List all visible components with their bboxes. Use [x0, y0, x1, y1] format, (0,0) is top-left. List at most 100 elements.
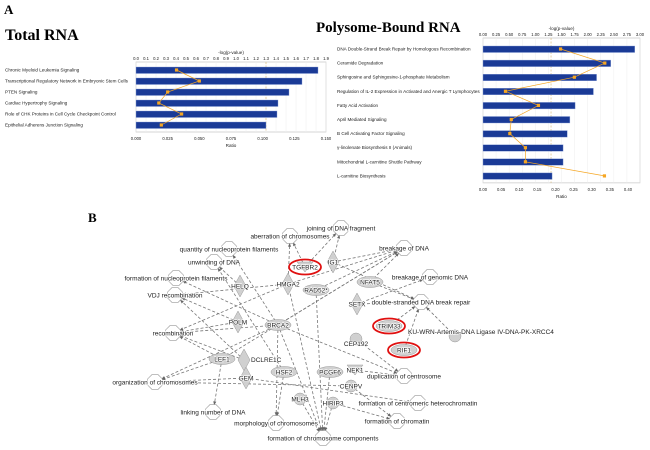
ratio-point	[572, 75, 576, 79]
edge-arrowhead	[386, 416, 391, 420]
top-tick-label: 0.3	[163, 56, 169, 61]
bar	[482, 144, 564, 152]
function-node-icon	[389, 413, 405, 429]
pathway-label: Regulation of IL-2 Expression in Activat…	[337, 89, 480, 94]
relationship-edge	[175, 277, 279, 326]
function-label: formation of chromatin	[365, 419, 430, 426]
edge-arrowhead	[319, 427, 323, 432]
highlight-ring	[387, 341, 421, 359]
relationship-edge	[277, 324, 324, 439]
relationship-edge	[275, 324, 279, 424]
gene-label: RAD52*	[304, 288, 328, 295]
top-tick-label: 0.4	[173, 56, 179, 61]
function-label: recombination	[153, 331, 194, 338]
function-label: unwinding of DNA	[188, 260, 241, 267]
function-label: VDJ recombination	[148, 293, 203, 300]
ratio-tick-label: 0.30	[588, 187, 597, 192]
ratio-tick-label: 0.10	[515, 187, 524, 192]
bar	[135, 77, 303, 85]
ratio-tick-label: 0.00	[479, 187, 488, 192]
edge-arrowhead	[287, 242, 292, 247]
panel-label-b: B	[88, 210, 97, 225]
top-tick-label: 0.25	[492, 32, 501, 37]
function-label: morphology of chromosomes	[234, 421, 319, 428]
relationship-edge	[322, 371, 331, 439]
function-node-icon	[396, 368, 412, 384]
ratio-axis-label: Ratio	[226, 143, 237, 148]
top-tick-label: 1.75	[571, 32, 580, 37]
edge-arrowhead	[411, 306, 416, 310]
function-label: quantity of nucleoprotein filaments	[180, 247, 279, 254]
gene-node-icon	[264, 319, 292, 331]
ratio-point	[503, 89, 508, 93]
relationship-edge	[154, 358, 223, 383]
highlight-ring	[372, 317, 406, 335]
ratio-tick-label: 0.025	[162, 136, 173, 141]
gene-node-icon	[346, 364, 364, 376]
edge-arrowhead	[232, 254, 237, 259]
function-label: linking number of DNA	[180, 410, 246, 417]
edge-arrowhead	[395, 252, 400, 257]
top-tick-label: 0.8	[213, 56, 219, 61]
gene-label: HMGA2	[276, 282, 300, 289]
relationship-edge	[154, 377, 247, 383]
pathway-label: Mitochondrial L-carnitine Shuttle Pathwa…	[337, 159, 422, 164]
relationship-edge	[174, 294, 239, 323]
function-node-icon	[206, 254, 222, 270]
relationship-edge	[332, 402, 398, 422]
top-tick-label: 0.7	[203, 56, 209, 61]
function-label: breakage of DNA	[379, 246, 430, 253]
pathway-label: Transcriptional Regulatory Network in Em…	[5, 79, 129, 84]
bar	[482, 88, 594, 96]
top-tick-label: 1.5	[283, 56, 289, 61]
bar	[135, 88, 290, 96]
edge-arrowhead	[219, 266, 223, 271]
function-label: double-stranded DNA break repair	[372, 300, 471, 307]
gene-label: GEM	[239, 376, 254, 383]
relationship-edge	[287, 247, 405, 285]
ratio-tick-label: 0.20	[551, 187, 560, 192]
gene-label: IG1	[328, 260, 339, 267]
gene-node-icon	[293, 392, 307, 406]
top-axis-label: -log(p-value)	[549, 26, 575, 31]
relationship-edge	[315, 289, 324, 439]
pathway-label: Cardiac Hypertrophy Signaling	[5, 101, 68, 106]
relationship-edge	[275, 371, 285, 424]
gene-node-icon	[326, 250, 340, 274]
edge-arrowhead	[180, 299, 184, 304]
gene-label: POLM	[229, 320, 247, 327]
top-tick-label: 3.00	[636, 32, 645, 37]
function-node-icon	[165, 325, 181, 341]
top-tick-label: 0.9	[223, 56, 229, 61]
bar	[135, 110, 278, 118]
ratio-tick-label: 0.050	[194, 136, 205, 141]
top-tick-label: 1.4	[273, 56, 279, 61]
edge-arrowhead	[394, 368, 399, 372]
gene-node-icon	[281, 272, 295, 296]
gene-label: LEF1	[214, 357, 230, 364]
bar	[482, 172, 553, 180]
gene-node-icon	[349, 332, 363, 346]
relationship-edge	[172, 283, 289, 334]
bar	[482, 102, 576, 110]
pathway-label: γ-linolenate Biosynthesis II (Animals)	[337, 145, 413, 150]
ratio-point	[523, 146, 528, 150]
bar	[482, 116, 571, 124]
ratio-point	[157, 101, 161, 105]
function-node-icon	[413, 294, 429, 310]
gene-label: MLH3	[291, 397, 309, 404]
gene-node-icon	[233, 274, 247, 298]
gene-node-icon	[390, 344, 418, 356]
ratio-tick-label: 0.40	[624, 187, 633, 192]
relationship-edge	[212, 358, 223, 413]
ratio-tick-label: 0.150	[321, 136, 332, 141]
ratio-tick-label: 0.100	[257, 136, 268, 141]
function-node-icon	[333, 220, 349, 236]
ratio-line	[158, 69, 201, 126]
top-tick-label: 1.2	[253, 56, 259, 61]
function-node-icon	[147, 374, 163, 390]
function-label: formation of chromosome components	[268, 436, 380, 443]
top-tick-label: 1.0	[233, 56, 239, 61]
